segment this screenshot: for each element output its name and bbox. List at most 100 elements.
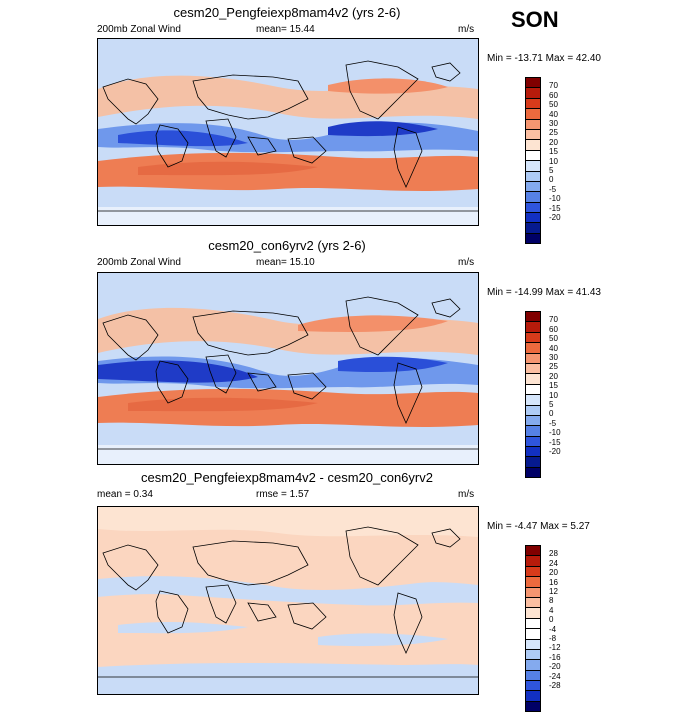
colorbar-swatch (526, 161, 540, 172)
colorbar-tick-label: 60 (549, 324, 558, 334)
panel3-title: cesm20_Pengfeiexp8mam4v2 - cesm20_con6yr… (141, 470, 433, 485)
colorbar-tick-label: 25 (549, 362, 558, 372)
colorbar-tick-label: 40 (549, 343, 558, 353)
colorbar-tick-label: 4 (549, 605, 554, 615)
colorbar-swatch (526, 447, 540, 458)
colorbar-tick-label: 10 (549, 156, 558, 166)
panel1-colorbar: 70 60 50 40 30 25 20 15 10 5 0 -5 -10 -15 -20 (525, 77, 561, 245)
colorbar-tick-label: 30 (549, 353, 558, 362)
colorbar-swatch (526, 343, 540, 354)
panel2-left-label: 200mb Zonal Wind (97, 257, 181, 268)
colorbar-tick-label: -20 (549, 447, 561, 456)
colorbar-swatch (526, 384, 540, 396)
colorbar-tick-label: 15 (549, 147, 558, 157)
colorbar-tick-label: 50 (549, 100, 558, 110)
colorbar-tick-label: 15 (549, 381, 558, 391)
colorbar-tick-label: 60 (549, 90, 558, 100)
season-label: SON (511, 7, 559, 32)
colorbar-swatch (526, 415, 540, 427)
colorbar-swatch (526, 109, 540, 120)
panel2-colorbar: 70 60 50 40 30 25 20 15 10 5 0 -5 -10 -15 -20 (525, 311, 561, 479)
colorbar-swatch (526, 405, 540, 416)
colorbar-tick-label: 5 (549, 400, 554, 409)
colorbar-swatch (526, 150, 540, 162)
colorbar-tick-label: -20 (549, 662, 561, 672)
colorbar-swatch (526, 192, 540, 203)
panel2-mean: mean= 15.10 (256, 257, 315, 268)
panel3-rmse: rmse = 1.57 (256, 489, 310, 500)
colorbar-tick-label: -4 (549, 624, 557, 634)
colorbar-tick-label: 50 (549, 334, 558, 344)
colorbar-swatch (526, 426, 540, 437)
colorbar-tick-label: 30 (549, 119, 558, 128)
colorbar-swatch (526, 691, 540, 702)
colorbar-swatch (526, 395, 540, 406)
colorbar-tick-label: -5 (549, 184, 557, 194)
colorbar-tick-label: 5 (549, 166, 554, 175)
colorbar-tick-label: 25 (549, 128, 558, 138)
panel2-map (97, 272, 479, 465)
colorbar-swatch (526, 608, 540, 619)
colorbar-swatch (526, 546, 540, 557)
colorbar-tick-label: -28 (549, 681, 561, 690)
panel2-minmax: Min = -14.99 Max = 41.43 (487, 287, 601, 298)
colorbar-swatch (526, 618, 540, 630)
colorbar-swatch (526, 332, 540, 344)
colorbar-swatch (526, 467, 540, 478)
colorbar-tick-label: -15 (549, 203, 561, 213)
colorbar-tick-label: 0 (549, 175, 554, 185)
colorbar-swatch (526, 312, 540, 323)
panel3-colorbar: 28 24 20 16 12 8 4 0 -4 -8 -12 -16 -20 -24 -28 (525, 545, 561, 712)
colorbar-tick-label: 10 (549, 390, 558, 400)
colorbar-swatch (526, 171, 540, 182)
colorbar-swatch (526, 233, 540, 244)
panel1-map (97, 38, 479, 226)
colorbar-swatch (526, 181, 540, 193)
colorbar-swatch (526, 587, 540, 598)
colorbar-tick-label: -16 (549, 652, 561, 662)
colorbar-tick-label: 70 (549, 81, 558, 91)
panel3-minmax: Min = -4.47 Max = 5.27 (487, 521, 590, 532)
panel1-left-label: 200mb Zonal Wind (97, 24, 181, 35)
colorbar-tick-label: 16 (549, 577, 558, 587)
colorbar-swatch (526, 701, 540, 712)
colorbar-tick-label: -12 (549, 643, 561, 653)
colorbar-tick-label: -24 (549, 671, 561, 681)
colorbar-swatch (526, 88, 540, 99)
colorbar-swatch (526, 566, 540, 578)
colorbar-swatch (526, 353, 540, 364)
panel2-units: m/s (458, 257, 475, 268)
colorbar-tick-label: 28 (549, 549, 558, 559)
colorbar-swatch (526, 649, 540, 661)
colorbar-swatch (526, 436, 540, 448)
colorbar-swatch (526, 202, 540, 214)
colorbar-tick-label: 70 (549, 315, 558, 325)
colorbar-swatch (526, 577, 540, 588)
colorbar-tick-label: 20 (549, 137, 558, 147)
panel1-minmax: Min = -13.71 Max = 42.40 (487, 53, 601, 64)
colorbar-tick-label: 0 (549, 615, 554, 625)
colorbar-swatch (526, 670, 540, 682)
colorbar-tick-label: -5 (549, 418, 557, 428)
panel3-map (97, 506, 479, 695)
panel1-units: m/s (458, 24, 475, 35)
colorbar-tick-label: -15 (549, 437, 561, 447)
colorbar-tick-label: 40 (549, 109, 558, 119)
colorbar-swatch (526, 322, 540, 333)
colorbar-tick-label: 12 (549, 587, 558, 596)
colorbar-tick-label: 0 (549, 409, 554, 419)
colorbar-swatch (526, 556, 540, 567)
colorbar-tick-label: -10 (549, 428, 561, 438)
colorbar-swatch (526, 119, 540, 130)
colorbar-tick-label: 20 (549, 371, 558, 381)
colorbar-swatch (526, 213, 540, 224)
colorbar-swatch (526, 363, 540, 375)
colorbar-swatch (526, 681, 540, 692)
colorbar-swatch (526, 597, 540, 609)
colorbar-swatch (526, 140, 540, 151)
colorbar-tick-label: -10 (549, 194, 561, 204)
colorbar-tick-label: -20 (549, 213, 561, 222)
panel3-units: m/s (458, 489, 475, 500)
panel1-mean: mean= 15.44 (256, 24, 315, 35)
panel3-left-label: mean = 0.34 (97, 489, 153, 500)
